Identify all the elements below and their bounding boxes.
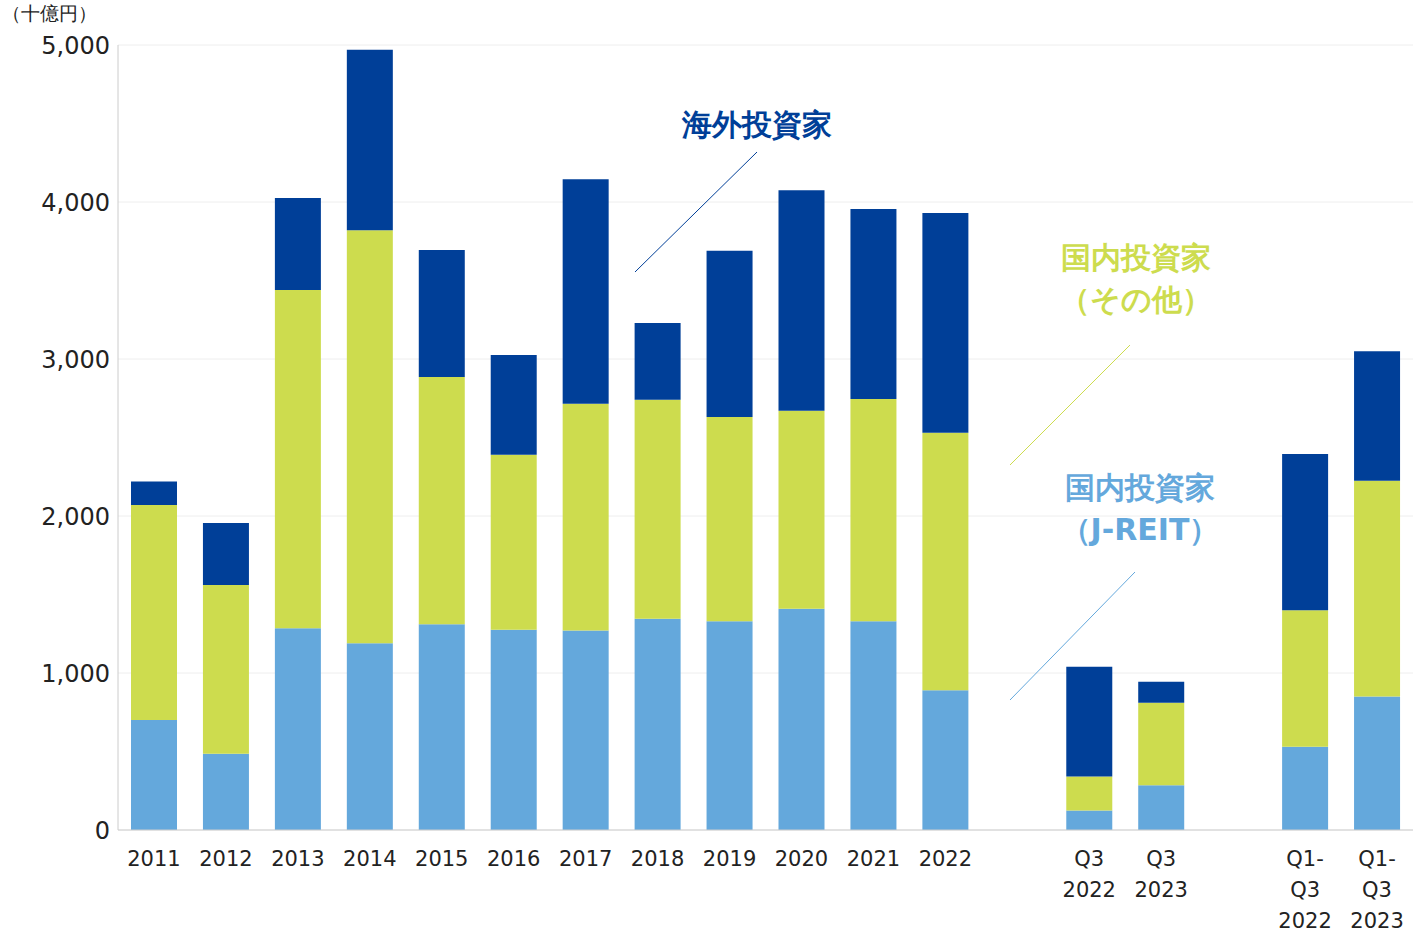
- svg-text:4,000: 4,000: [41, 189, 110, 217]
- svg-text:1,000: 1,000: [41, 660, 110, 688]
- svg-text:Q32023: Q32023: [1134, 847, 1187, 902]
- svg-text:国内投資家（J-REIT）: 国内投資家（J-REIT）: [1061, 470, 1220, 547]
- svg-text:2022: 2022: [919, 847, 972, 871]
- svg-text:2015: 2015: [415, 847, 468, 871]
- svg-text:（十億円）: （十億円）: [8, 2, 97, 24]
- svg-text:5,000: 5,000: [41, 32, 110, 60]
- svg-text:国内投資家（その他）: 国内投資家（その他）: [1060, 240, 1212, 317]
- svg-text:2014: 2014: [343, 847, 396, 871]
- svg-text:海外投資家: 海外投資家: [681, 107, 832, 142]
- svg-text:2,000: 2,000: [41, 503, 110, 531]
- svg-text:2012: 2012: [199, 847, 252, 871]
- svg-text:2021: 2021: [847, 847, 900, 871]
- svg-text:Q1-Q32022: Q1-Q32022: [1278, 847, 1331, 929]
- svg-text:2013: 2013: [271, 847, 324, 871]
- svg-text:2011: 2011: [127, 847, 180, 871]
- svg-text:2019: 2019: [703, 847, 756, 871]
- svg-text:3,000: 3,000: [41, 346, 110, 374]
- svg-text:2016: 2016: [487, 847, 540, 871]
- svg-text:2020: 2020: [775, 847, 828, 871]
- svg-text:2018: 2018: [631, 847, 684, 871]
- svg-text:Q1-Q32023: Q1-Q32023: [1350, 847, 1403, 929]
- svg-text:0: 0: [95, 817, 110, 845]
- svg-text:Q32022: Q32022: [1063, 847, 1116, 902]
- svg-text:2017: 2017: [559, 847, 612, 871]
